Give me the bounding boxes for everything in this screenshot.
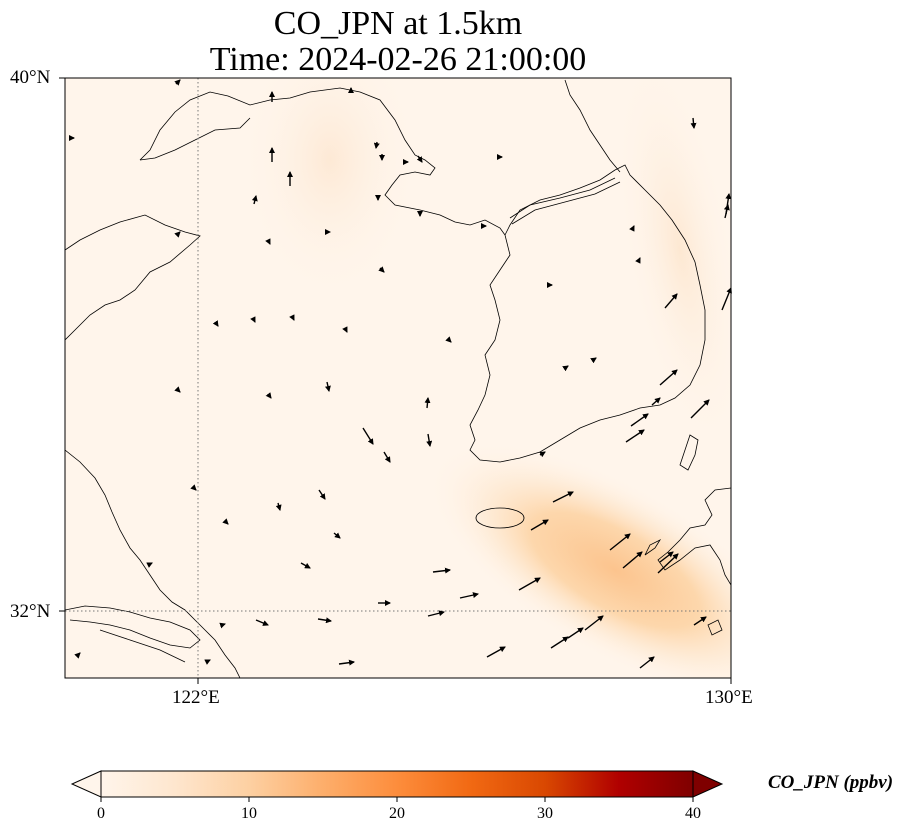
wind-vector [416, 155, 423, 163]
wind-vector [204, 659, 211, 665]
axis-ticks [59, 77, 732, 684]
wind-vector [255, 619, 269, 626]
wind-vector [318, 489, 326, 500]
wind-vector [721, 287, 732, 311]
wind-vector [625, 429, 645, 443]
colorbar-tick-label: 30 [537, 805, 553, 822]
coastlines [65, 78, 731, 678]
wind-vector [300, 562, 311, 569]
wind-vector [657, 553, 679, 574]
wind-vector [174, 79, 181, 86]
wind-vector [562, 365, 569, 372]
wind-vector [590, 357, 597, 364]
wind-vector [289, 314, 295, 321]
wind-vector [567, 627, 584, 639]
wind-vector [629, 225, 635, 232]
wind-vector [146, 562, 153, 568]
wind-vector [635, 257, 641, 264]
wind-vector [362, 427, 374, 445]
lat-label-32n: 32°N [10, 601, 51, 622]
wind-vector [690, 399, 710, 419]
chart-title-line-2: Time: 2024-02-26 21:00:00 [209, 41, 587, 78]
wind-vector [723, 204, 730, 219]
wind-vector [338, 659, 355, 666]
wind-vector [659, 369, 678, 386]
wind-vector [174, 231, 181, 238]
colorbar-title: CO_JPN (ppbv) [768, 772, 894, 793]
wind-vector [651, 397, 661, 406]
wind-vector [212, 320, 219, 327]
wind-vector [383, 451, 391, 463]
colorbar-tick-label: 20 [389, 805, 405, 822]
wind-vector [317, 617, 332, 624]
lon-label-130e: 130°E [705, 687, 753, 708]
wind-vector [324, 381, 331, 392]
wind-vector [190, 484, 197, 491]
chart-title-line-1: CO_JPN at 1.5km [273, 5, 523, 42]
wind-vector [424, 397, 431, 409]
wind-vector [265, 392, 272, 399]
wind-vector [265, 238, 271, 245]
wind-vector [459, 592, 479, 599]
wind-vector [664, 293, 678, 309]
wind-vector [427, 610, 445, 617]
wind-vector [333, 532, 341, 539]
lat-label-40n: 40°N [10, 67, 51, 88]
wind-vector [552, 491, 574, 503]
wind-vector [251, 195, 258, 205]
wind-vector [222, 518, 229, 525]
wind-vector [639, 656, 655, 669]
wind-vector [275, 502, 282, 511]
wind-vector [530, 519, 549, 531]
wind-vector [219, 622, 226, 629]
co-plume [65, 78, 731, 678]
wind-vector [609, 533, 631, 551]
wind-vector [378, 266, 385, 273]
wind-vectors [69, 79, 732, 669]
wind-vector [550, 636, 569, 649]
wind-vector [373, 141, 380, 149]
wind-vector [630, 413, 649, 427]
colorbar-tick-label: 40 [685, 805, 701, 822]
lon-label-122e: 122°E [172, 687, 220, 708]
wind-vector [426, 433, 433, 447]
wind-vector [432, 567, 451, 574]
map-frame [64, 77, 732, 679]
wind-vector [622, 551, 643, 569]
wind-vector [690, 117, 697, 129]
wind-vector [250, 316, 256, 323]
wind-vector [174, 386, 181, 393]
co-concentration-field [65, 78, 731, 678]
wind-vector [539, 451, 546, 458]
gridlines [65, 78, 731, 678]
colorbar-tick-label: 10 [241, 805, 257, 822]
wind-vector [486, 646, 506, 658]
wind-vector [693, 616, 707, 626]
wind-vector [518, 577, 541, 591]
wind-vector [74, 652, 81, 659]
wind-vector [584, 615, 604, 631]
colorbar-tick-label: 0 [97, 805, 105, 822]
wind-vector [342, 326, 348, 333]
wind-vector [659, 551, 674, 563]
wind-vector [445, 336, 452, 343]
